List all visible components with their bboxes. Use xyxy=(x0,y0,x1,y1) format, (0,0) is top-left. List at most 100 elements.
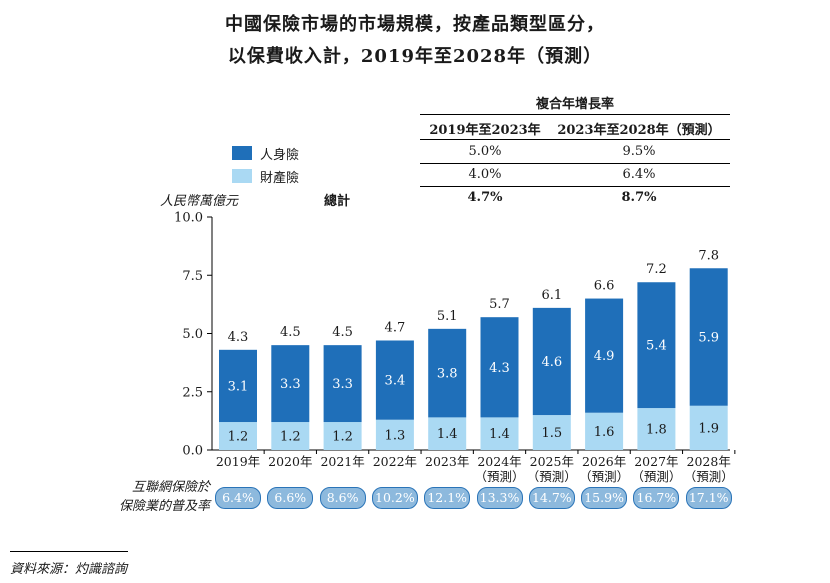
bar-life xyxy=(271,345,310,423)
x-category-label: 2020年 xyxy=(268,454,312,469)
penetration-rate-pill: 17.1% xyxy=(685,487,732,509)
bar-life xyxy=(689,268,728,406)
bar-total-value: 6.1 xyxy=(541,288,562,303)
x-category-label: 2026年 xyxy=(582,454,626,469)
bar-property-value: 1.2 xyxy=(332,430,353,445)
penetration-rate-pill: 13.3% xyxy=(476,487,523,509)
bar-life xyxy=(480,317,519,418)
bar-total-value: 7.2 xyxy=(646,262,667,277)
bar-life xyxy=(532,307,571,416)
source-divider xyxy=(10,551,128,552)
bar-life-value: 5.4 xyxy=(646,339,667,354)
y-tick-label: 7.5 xyxy=(182,269,203,284)
legend-life-label: 人身險 xyxy=(260,148,300,163)
bar-property xyxy=(375,419,414,450)
y-tick-label: 0.0 xyxy=(182,444,203,459)
bar-property-value: 1.8 xyxy=(646,423,667,438)
x-category-sublabel: （預測） xyxy=(474,469,524,484)
bar-life-value: 4.6 xyxy=(541,355,562,370)
x-category-label: 2027年 xyxy=(634,454,678,469)
bar-life xyxy=(323,345,362,423)
x-category-label: 2024年 xyxy=(477,454,521,469)
bar-property-value: 1.4 xyxy=(437,427,458,442)
x-category-sublabel: （預測） xyxy=(684,469,734,484)
bar-property xyxy=(637,408,676,450)
bar-total-value: 4.5 xyxy=(280,325,301,340)
x-category-label: 2028年 xyxy=(687,454,731,469)
legend-property-label: 財產險 xyxy=(260,171,300,186)
bar-property xyxy=(532,415,571,450)
bar-life-value: 4.9 xyxy=(594,349,615,364)
chart-title-line2: 以保費收入計，2019年至2028年（預測） xyxy=(227,46,603,67)
bar-life-value: 3.4 xyxy=(385,374,406,389)
bar-life xyxy=(219,349,257,423)
penetration-rate-pill: 6.6% xyxy=(267,487,314,509)
cagr-divider-2 xyxy=(420,186,730,187)
bar-life xyxy=(428,328,467,418)
bar-property-value: 1.4 xyxy=(489,427,510,442)
cagr-total-2023-2028: 8.7% xyxy=(621,190,657,205)
bar-property-value: 1.2 xyxy=(228,430,249,445)
bar-life xyxy=(375,340,414,420)
bar-property-value: 1.5 xyxy=(541,426,562,441)
penetration-rate-pill: 6.4% xyxy=(215,487,261,509)
bar-life-value: 3.8 xyxy=(437,367,458,382)
bar-property-value: 1.9 xyxy=(698,421,719,436)
bar-property xyxy=(428,417,467,450)
y-axis-unit-label: 人民幣萬億元 xyxy=(160,194,239,209)
penetration-label-line1: 互聯網保險於 xyxy=(131,480,210,495)
cagr-divider-header xyxy=(420,139,730,140)
penetration-rate-pill: 12.1% xyxy=(424,487,471,509)
penetration-rate-pill: 16.7% xyxy=(633,487,680,509)
x-category-label: 2019年 xyxy=(216,454,260,469)
x-category-label: 2025年 xyxy=(530,454,574,469)
bar-total-value: 4.3 xyxy=(228,330,249,345)
penetration-rate-pill: 15.9% xyxy=(581,487,628,509)
cagr-life-2023-2028: 9.5% xyxy=(622,144,656,159)
x-category-label: 2023年 xyxy=(425,454,469,469)
source-note: 資料來源：灼識諮詢 xyxy=(10,562,128,577)
bar-total-value: 4.7 xyxy=(385,320,406,335)
penetration-label-line2: 保險業的普及率 xyxy=(118,499,210,514)
bar-total-value: 5.1 xyxy=(437,309,458,324)
bar-property xyxy=(689,405,728,450)
y-tick-label: 2.5 xyxy=(182,385,203,400)
cagr-life-2019-2023: 5.0% xyxy=(468,144,502,159)
cagr-property-2019-2023: 4.0% xyxy=(468,167,502,182)
bar-property xyxy=(480,417,519,450)
bar-property-value: 1.2 xyxy=(280,430,301,445)
bar-property xyxy=(323,422,362,450)
bar-property-value: 1.6 xyxy=(594,425,615,440)
bar-property xyxy=(585,412,624,450)
penetration-label: 互聯網保險於 保險業的普及率 xyxy=(60,478,210,516)
bar-property xyxy=(271,422,310,450)
bar-property xyxy=(219,422,257,450)
cagr-total-label: 總計 xyxy=(324,194,351,209)
penetration-rate-pill: 14.7% xyxy=(528,487,575,509)
penetration-rate-pill: 10.2% xyxy=(371,487,418,509)
x-category-sublabel: （預測） xyxy=(527,469,577,484)
cagr-divider-top xyxy=(420,114,730,115)
x-category-sublabel: （預測） xyxy=(631,469,681,484)
bar-total-value: 6.6 xyxy=(594,279,615,294)
x-category-sublabel: （預測） xyxy=(579,469,629,484)
y-tick-label: 10.0 xyxy=(174,211,203,226)
bar-life-value: 3.3 xyxy=(280,377,301,392)
x-category-label: 2022年 xyxy=(373,454,417,469)
bar-total-value: 7.8 xyxy=(698,248,719,263)
bar-life xyxy=(585,298,624,413)
bar-life-value: 4.3 xyxy=(489,361,510,376)
bar-property-value: 1.3 xyxy=(385,428,406,443)
x-category-label: 2021年 xyxy=(320,454,364,469)
bar-total-value: 4.5 xyxy=(332,325,353,340)
bar-total-value: 5.7 xyxy=(489,297,510,312)
penetration-rate-pill: 8.6% xyxy=(319,487,366,509)
cagr-property-2023-2028: 6.4% xyxy=(622,167,656,182)
cagr-col-2019-2023: 2019年至2023年 xyxy=(429,123,541,138)
y-tick-label: 5.0 xyxy=(182,327,203,342)
chart-title-line1: 中國保險市場的市場規模，按產品類型區分， xyxy=(225,14,605,35)
bar-life-value: 3.3 xyxy=(332,377,353,392)
cagr-col-2023-2028: 2023年至2028年（預測） xyxy=(557,123,721,138)
bar-life-value: 5.9 xyxy=(698,330,719,345)
